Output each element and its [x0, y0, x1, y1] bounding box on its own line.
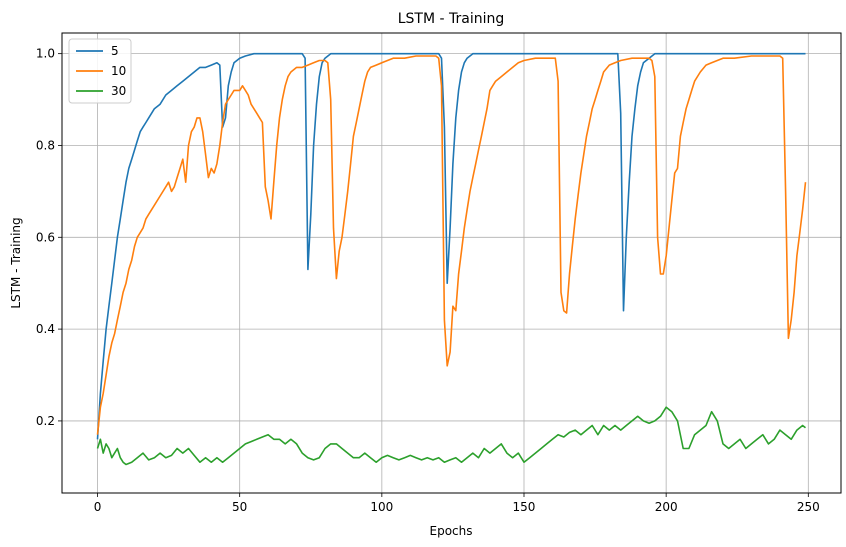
y-tick-label: 0.8 [36, 138, 55, 152]
series-line-30 [96, 406, 806, 466]
legend-label: 10 [111, 64, 126, 78]
y-axis-ticks: 0.2 0.4 0.6 0.8 1.0 [36, 47, 62, 428]
x-tick-label: 250 [797, 500, 820, 514]
x-tick-label: 150 [513, 500, 536, 514]
chart-title: LSTM - Training [398, 11, 505, 27]
x-tick-label: 100 [370, 500, 393, 514]
plot-frame [61, 32, 842, 494]
legend-label: 5 [111, 44, 119, 58]
legend: 5 10 30 [68, 38, 132, 104]
series-layer [96, 52, 807, 466]
legend-label: 30 [111, 84, 126, 98]
x-axis-label: Epochs [430, 524, 473, 538]
x-tick-label: 0 [94, 500, 102, 514]
y-axis-label: LSTM - Training [9, 217, 23, 308]
y-tick-label: 0.6 [36, 230, 55, 244]
x-axis-ticks: 0 50 100 150 200 250 [94, 493, 820, 514]
series-line-5 [96, 52, 806, 440]
x-tick-label: 200 [655, 500, 678, 514]
y-tick-label: 0.2 [36, 414, 55, 428]
y-tick-label: 1.0 [36, 47, 55, 61]
y-tick-label: 0.4 [36, 322, 55, 336]
series-line-10 [96, 55, 807, 435]
x-tick-label: 50 [232, 500, 247, 514]
